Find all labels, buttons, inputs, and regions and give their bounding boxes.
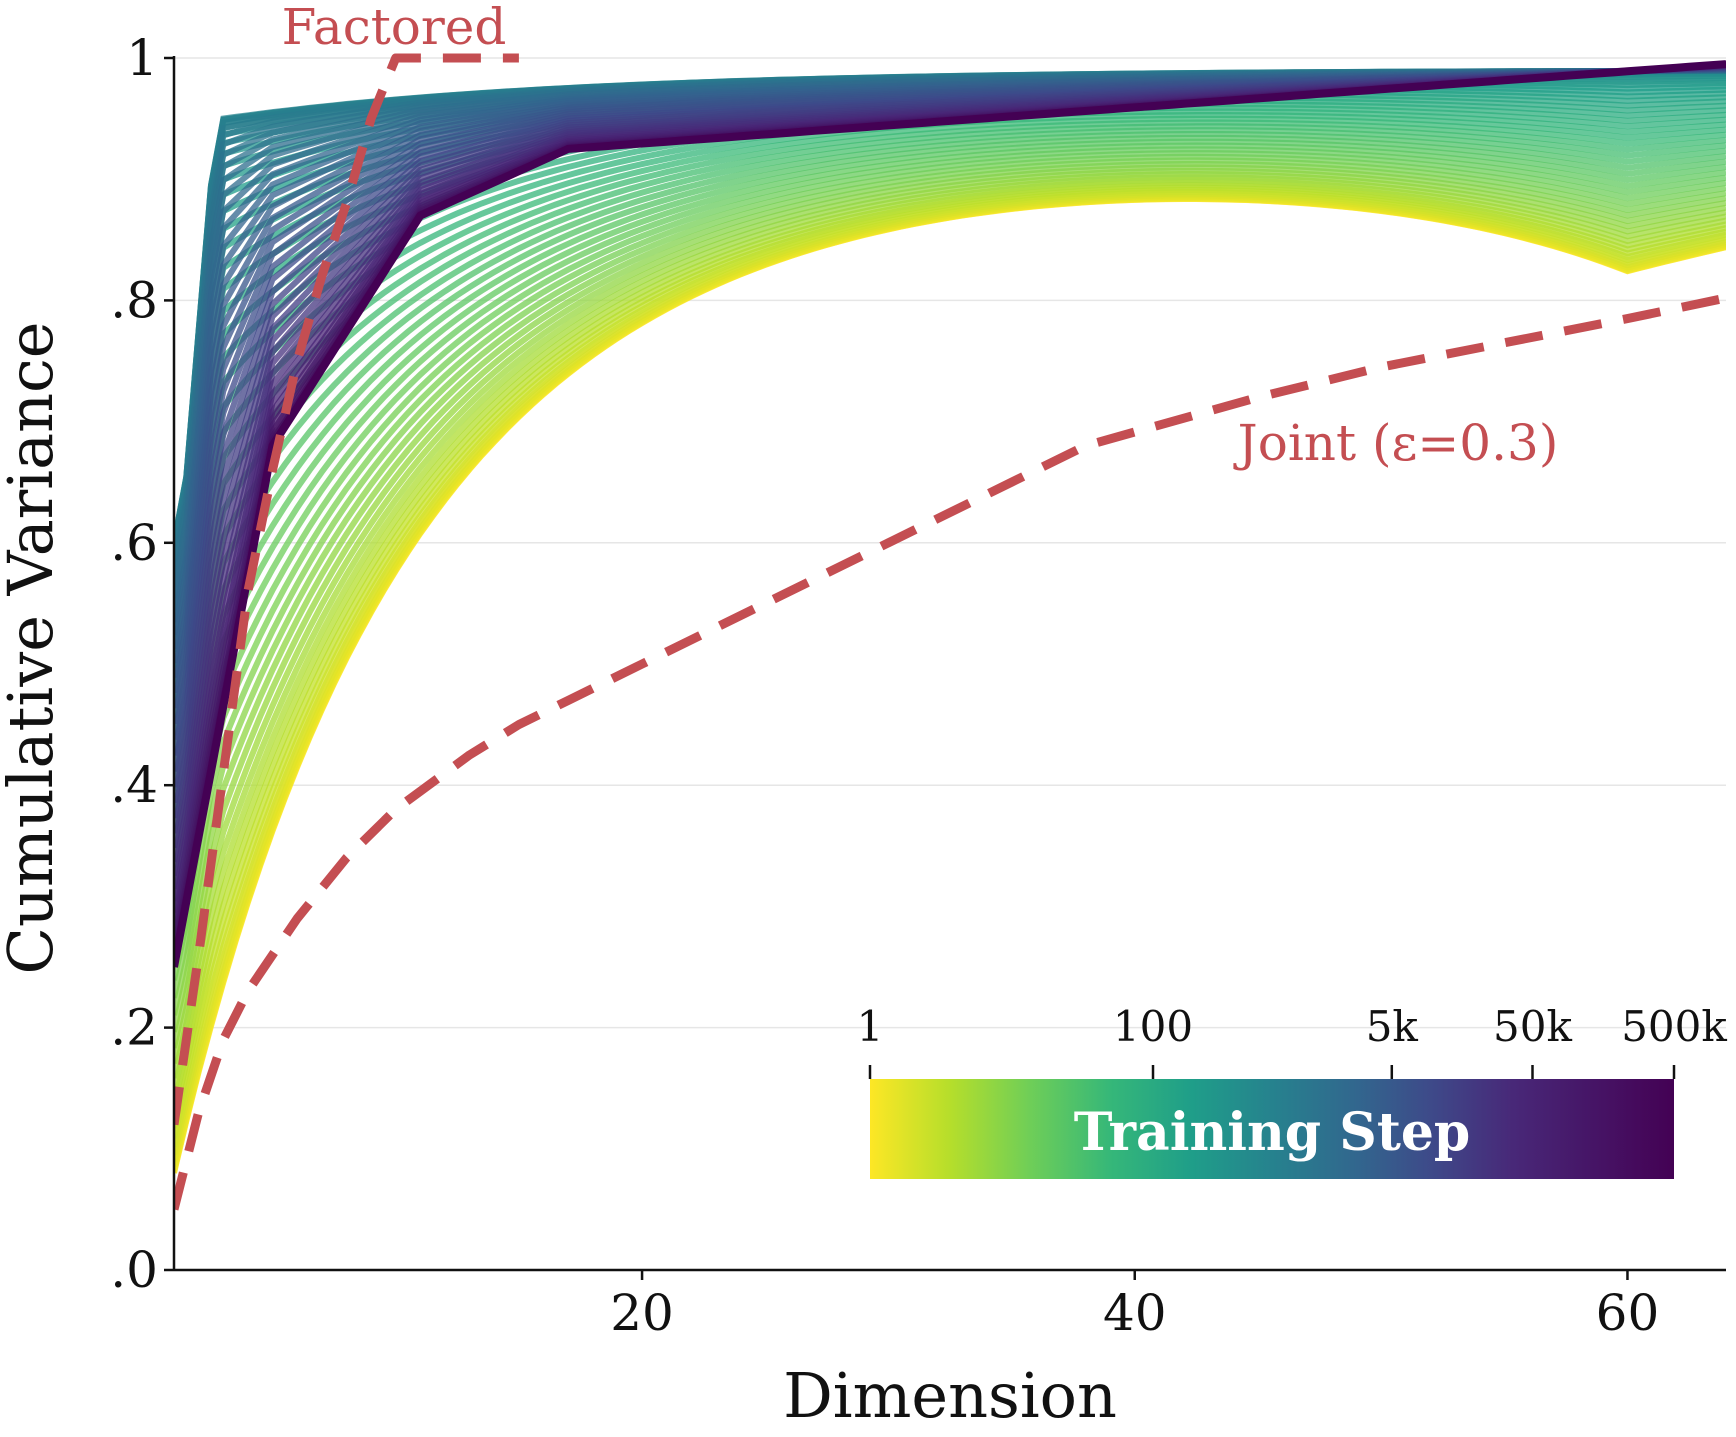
colorbar-tick-label-4: 500k <box>1621 1002 1727 1051</box>
training-curve-21 <box>174 146 1726 926</box>
colorbar-tick-label-2: 5k <box>1366 1002 1419 1051</box>
training-curve-18 <box>174 157 1726 981</box>
joint-annotation: Joint (ε=0.3) <box>1233 414 1559 472</box>
training-curves <box>174 60 1726 1174</box>
training-curve-10 <box>174 182 1726 1106</box>
y-tick-label-0: .0 <box>110 1241 158 1299</box>
series-joint <box>174 293 1726 1211</box>
colorbar-gradient <box>870 1079 1674 1179</box>
colorbar: 1 100 5k 50k 500k Training Step <box>857 1002 1727 1179</box>
training-curve-23 <box>174 138 1726 888</box>
x-tick-label-1: 40 <box>1103 1284 1167 1342</box>
x-tick-label-2: 60 <box>1596 1284 1660 1342</box>
axes <box>172 56 1726 1272</box>
training-curve-28 <box>174 119 1726 791</box>
training-curve-16 <box>174 164 1726 1016</box>
training-curve-89 <box>174 60 1726 968</box>
x-axis-title: Dimension <box>783 1359 1117 1432</box>
reference-curves <box>174 53 1726 1211</box>
training-curve-22 <box>174 142 1726 907</box>
training-curve-26 <box>174 127 1726 830</box>
y-axis-title: Cumulative Variance <box>0 322 67 975</box>
training-curve-15 <box>174 167 1726 1033</box>
training-curve-19 <box>174 153 1726 963</box>
colorbar-tick-label-1: 100 <box>1113 1002 1193 1051</box>
training-curve-9 <box>174 184 1726 1118</box>
training-curve-12 <box>174 177 1726 1079</box>
y-tick-label-4: .8 <box>110 271 158 329</box>
y-tick-label-2: .4 <box>110 756 158 814</box>
colorbar-ticks: 1 100 5k 50k 500k <box>857 1002 1727 1079</box>
training-curve-11 <box>174 179 1726 1093</box>
training-curve-17 <box>174 161 1726 999</box>
training-curve-27 <box>174 123 1726 810</box>
colorbar-tick-label-0: 1 <box>857 1002 884 1051</box>
x-tick-label-0: 20 <box>610 1284 674 1342</box>
training-curve-29 <box>174 115 1726 773</box>
y-tick-label-3: .6 <box>110 514 158 572</box>
training-curve-24 <box>174 134 1726 868</box>
y-tick-label-1: .2 <box>110 999 158 1057</box>
series-factored <box>174 53 519 1126</box>
training-curve-25 <box>174 131 1726 849</box>
factored-annotation: Factored <box>282 0 507 56</box>
training-curve-13 <box>174 174 1726 1064</box>
colorbar-tick-label-3: 50k <box>1493 1002 1572 1051</box>
training-curve-14 <box>174 171 1726 1049</box>
x-ticks: 20 40 60 <box>610 1270 1659 1342</box>
colorbar-title: Training Step <box>1074 1102 1471 1163</box>
y-ticks: .0 .2 .4 .6 .8 1 <box>110 29 174 1299</box>
training-curve-20 <box>174 150 1726 945</box>
y-tick-label-5: 1 <box>126 29 158 87</box>
